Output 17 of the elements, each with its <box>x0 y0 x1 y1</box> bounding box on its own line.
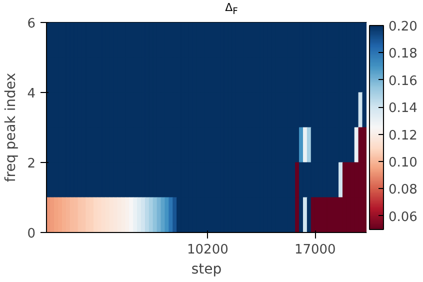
chart-title: Δ$_{F}$ <box>225 1 238 18</box>
color-bar-label: 0.18 <box>388 46 418 62</box>
color-bar-label: 0.12 <box>388 128 418 144</box>
color-bar-label: 0.08 <box>388 182 418 198</box>
y-tick-label: 2 <box>27 156 36 172</box>
color-bar-label: 0.06 <box>388 210 418 225</box>
y-tick-label: 0 <box>27 226 36 242</box>
color-bar-label: 0.16 <box>388 74 418 89</box>
x-axis-title: step <box>191 262 222 278</box>
y-tick-label: 4 <box>27 86 36 102</box>
y-tick-label: 6 <box>27 16 36 32</box>
x-tick-label: 10200 <box>187 242 228 258</box>
y-axis-title: freq peak index <box>3 72 20 182</box>
color-bar-label: 0.20 <box>388 20 418 34</box>
color-bar-label: 0.14 <box>388 101 418 116</box>
x-tick-label: 17000 <box>294 242 336 258</box>
color-bar-label: 0.10 <box>388 156 418 170</box>
